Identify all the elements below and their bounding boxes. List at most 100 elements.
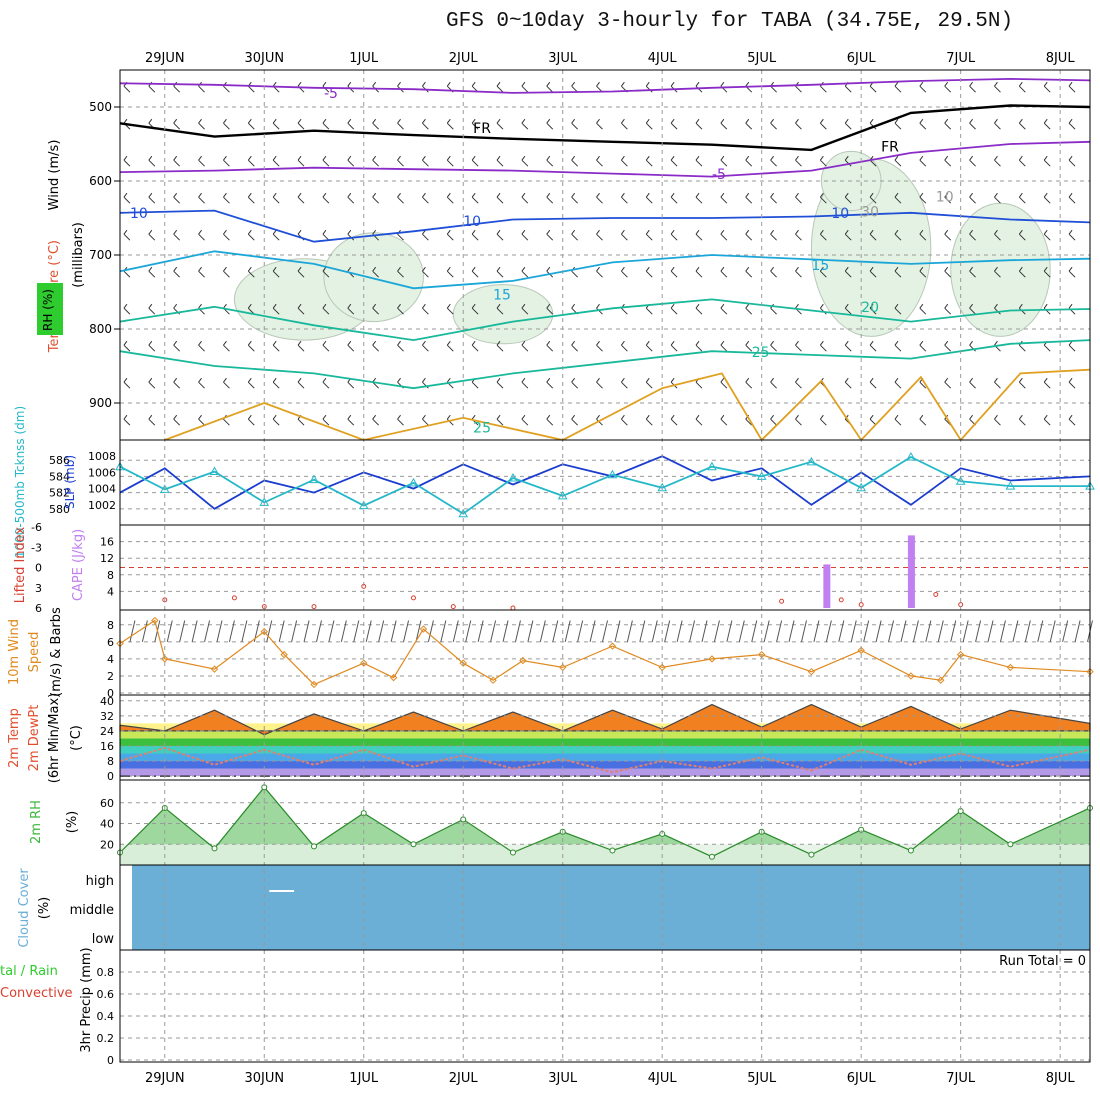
temp-band-5 xyxy=(120,730,1090,739)
wind-barb xyxy=(552,620,559,642)
upper-wind-barb xyxy=(770,155,777,167)
upper-wind-barb xyxy=(446,303,454,315)
upper-wind-barb xyxy=(795,377,802,389)
wind-barb xyxy=(502,620,509,642)
upper-wind-barb xyxy=(372,340,380,352)
contour-label-8: 15 xyxy=(811,258,829,274)
upper-wind-barb xyxy=(645,155,653,167)
upper-wind-barb xyxy=(596,192,603,204)
wind-barb xyxy=(477,620,484,642)
upper-wind-barb xyxy=(397,81,404,93)
upper-wind-barb xyxy=(571,340,578,352)
wind-barb xyxy=(490,620,497,642)
upper-wind-barb xyxy=(272,118,280,130)
wind-speed-marker-6 xyxy=(310,680,318,689)
upper-wind-barb xyxy=(720,155,728,167)
upper-wind-barb xyxy=(446,229,454,241)
upper-wind-barb xyxy=(471,155,479,167)
wind-speed-marker-14 xyxy=(608,642,617,650)
upper-wind-barb xyxy=(645,118,653,130)
upper-wind-barb xyxy=(422,155,429,167)
upper-wind-barb xyxy=(869,192,877,204)
upper-wind-barb xyxy=(770,118,777,130)
x-tick-bottom-3: 2JUL xyxy=(449,1071,479,1086)
upper-wind-barb xyxy=(819,118,827,130)
upper-wind-barb xyxy=(844,229,852,241)
upper-wind-barb xyxy=(645,414,653,426)
cape-label: CAPE (J/kg) xyxy=(71,529,86,601)
upper-wind-barb xyxy=(422,229,429,241)
temp-contour-0 xyxy=(119,77,1091,94)
upper-wind-barb xyxy=(322,192,330,204)
upper-wind-barb xyxy=(620,266,628,278)
wind-barb xyxy=(651,620,658,642)
rh-shading-1 xyxy=(323,232,424,323)
wind-barb xyxy=(987,620,994,642)
upper-wind-barb xyxy=(347,118,355,130)
upper-wind-barb xyxy=(297,377,305,389)
temp-tick-1: 32 xyxy=(100,710,114,723)
temp-tick-2: 24 xyxy=(100,725,114,738)
upper-wind-barb xyxy=(546,340,554,352)
upper-wind-barb xyxy=(1043,377,1051,389)
upper-wind-barb xyxy=(571,81,578,93)
upper-wind-barb xyxy=(695,118,703,130)
x-tick-bottom-6: 5JUL xyxy=(747,1071,777,1086)
rh2m-line xyxy=(119,786,1091,858)
upper-wind-barb xyxy=(1043,118,1051,130)
wind-barb xyxy=(801,620,807,642)
wind-speed-marker-9 xyxy=(419,625,428,633)
upper-wind-barb xyxy=(471,118,479,130)
upper-y-tick-label-4: 900 xyxy=(89,396,112,410)
upper-wind-barb xyxy=(745,155,753,167)
upper-wind-barb xyxy=(496,192,504,204)
upper-wind-barb xyxy=(372,81,380,93)
cape-right-tick-2: 8 xyxy=(107,569,114,582)
upper-wind-barb xyxy=(496,340,504,352)
upper-wind-barb xyxy=(247,81,255,93)
upper-wind-barb xyxy=(670,377,678,389)
temp-band-4 xyxy=(120,738,1090,746)
upper-wind-barb xyxy=(770,229,777,241)
chart-title: GFS 0~10day 3-hourly for TABA (34.75E, 2… xyxy=(446,10,1014,33)
wind-barb xyxy=(166,620,173,642)
upper-wind-barb xyxy=(745,340,753,352)
upper-wind-barb xyxy=(994,118,1001,130)
temp-contour-3 xyxy=(119,209,1091,243)
contour-label-5: 10 xyxy=(463,214,481,230)
run-total-label: Run Total = 0 xyxy=(999,954,1086,969)
upper-wind-barb xyxy=(546,229,554,241)
wind-barb xyxy=(266,620,273,642)
upper-wind-barb xyxy=(596,414,603,426)
wind-barb xyxy=(465,620,472,642)
upper-wind-barb xyxy=(446,266,454,278)
upper-wind-barb xyxy=(148,192,156,204)
rh2m-point-10 xyxy=(609,847,616,854)
upper-wind-barb xyxy=(123,340,131,352)
upper-wind-barb xyxy=(496,414,504,426)
upper-wind-barb xyxy=(272,192,280,204)
wind-barb xyxy=(228,620,235,642)
upper-wind-barb xyxy=(969,303,976,315)
panel-frame-precip xyxy=(119,949,1091,1063)
upper-wind-barb xyxy=(123,303,131,315)
upper-wind-barb xyxy=(198,266,205,278)
upper-wind-barb xyxy=(745,118,753,130)
upper-wind-barb xyxy=(521,377,529,389)
upper-wind-label: Wind (m/s) xyxy=(47,140,62,211)
wind-speed-marker-4 xyxy=(260,627,268,636)
cape-right-tick-0: 16 xyxy=(100,536,114,549)
wind-barb xyxy=(403,620,410,642)
upper-wind-barb xyxy=(819,229,827,241)
rh-legend-swatch xyxy=(37,283,63,335)
upper-wind-barb xyxy=(620,303,628,315)
upper-wind-barb xyxy=(620,229,628,241)
upper-wind-barb xyxy=(496,377,504,389)
upper-wind-barb xyxy=(496,118,504,130)
thickness-label: 1000-500mb Tcknss (dm) xyxy=(13,406,27,558)
contour-label-7: 15 xyxy=(493,287,511,303)
temp-tick-5: 0 xyxy=(107,770,114,783)
x-tick-top-9: 8JUL xyxy=(1046,51,1076,66)
wind-barb xyxy=(614,620,621,642)
